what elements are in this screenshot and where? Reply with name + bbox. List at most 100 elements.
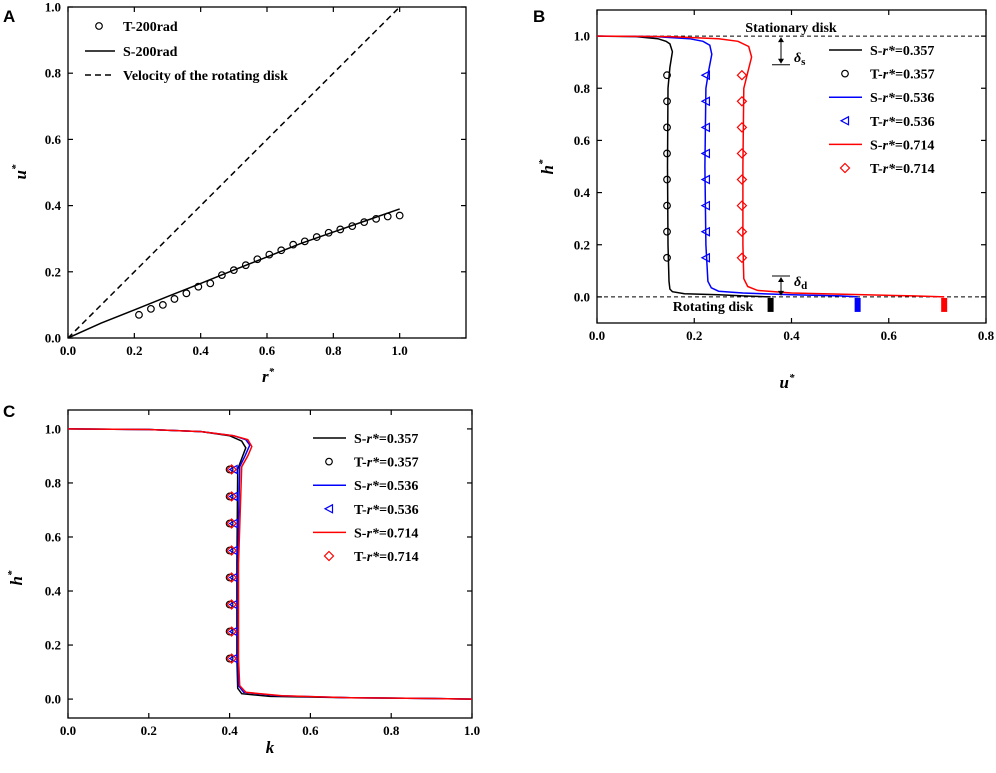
data-point-0 — [229, 266, 238, 275]
x-tick-label: 0.0 — [589, 328, 605, 343]
legend-marker — [839, 162, 851, 174]
data-point-1 — [663, 253, 671, 262]
legend-label-r: r* — [366, 432, 379, 447]
legend-label: T-200rad — [123, 20, 178, 35]
y-axis-label: h* — [537, 159, 557, 174]
data-point-5 — [736, 69, 748, 81]
y-tick-label: 0.4 — [574, 185, 591, 200]
data-point-5 — [736, 148, 748, 159]
series-line-0 — [597, 35, 771, 298]
x-tick-label: 0.4 — [783, 328, 800, 343]
y-tick-label: 1.0 — [45, 421, 61, 436]
data-point-5 — [226, 491, 237, 502]
legend-label: S-r*=0.536 — [870, 91, 934, 106]
legend-marker — [325, 457, 333, 466]
data-point-0 — [135, 310, 143, 319]
y-tick-label: 0.6 — [45, 132, 62, 147]
x-axis-label-main: r — [262, 367, 269, 386]
data-point-5 — [226, 518, 237, 529]
data-point-0 — [194, 282, 203, 291]
data-point-1 — [663, 123, 671, 132]
legend-label-b: =0.714 — [379, 550, 418, 565]
legend-label: T-r*=0.714 — [870, 162, 935, 177]
legend-label-a: S- — [870, 91, 883, 106]
data-point-5 — [736, 95, 748, 107]
data-point-5 — [736, 226, 748, 238]
delta-d-label: δd — [794, 275, 807, 292]
data-point-3 — [700, 200, 711, 211]
legend-label-r: r* — [366, 479, 379, 494]
disk-mark — [941, 297, 948, 312]
legend-label: S-r*=0.536 — [354, 479, 418, 494]
x-axis-label: r* — [262, 366, 275, 386]
legend-label-r: r* — [883, 162, 896, 177]
data-point-1 — [663, 149, 671, 158]
y-axis-label-star: * — [6, 570, 18, 576]
plot-area — [68, 428, 472, 700]
series-line-2 — [68, 7, 401, 338]
y-tick-label: 0.6 — [574, 133, 591, 148]
x-tick-label: 0.8 — [325, 343, 342, 358]
legend-label-b: =0.714 — [895, 138, 934, 153]
delta-d-symbol: δ — [794, 275, 801, 290]
y-tick-label: 0.0 — [574, 289, 590, 304]
legend-label-a: T- — [870, 68, 883, 83]
y-tick-label: 0.2 — [574, 237, 590, 252]
legend-label-a: T- — [354, 503, 367, 518]
x-tick-label: 0.0 — [60, 723, 76, 738]
x-tick-label: 0.6 — [259, 343, 276, 358]
legend-label-r: r* — [882, 91, 895, 106]
legend-label: S-r*=0.357 — [354, 432, 418, 447]
legend-label: T-r*=0.536 — [870, 115, 935, 130]
delta-s-symbol: δ — [794, 51, 801, 66]
data-point-5 — [736, 200, 748, 211]
legend-label-r: r* — [367, 550, 380, 565]
x-tick-label: 0.6 — [881, 328, 898, 343]
x-axis-label-main: k — [266, 738, 275, 757]
legend-label: T-r*=0.714 — [354, 550, 419, 565]
legend-label-a: T- — [354, 550, 367, 565]
x-tick-label: 0.8 — [978, 328, 995, 343]
legend-label: T-r*=0.357 — [354, 456, 419, 471]
y-axis-label: u* — [10, 164, 30, 179]
plot-area — [68, 7, 404, 338]
data-point-3 — [700, 252, 711, 263]
data-point-1 — [663, 175, 671, 184]
y-tick-label: 0.6 — [45, 529, 62, 544]
legend-label-a: T- — [354, 456, 367, 471]
data-point-3 — [700, 122, 711, 133]
data-point-5 — [226, 626, 237, 637]
data-point-0 — [170, 295, 179, 303]
legend-label-b: =0.357 — [379, 456, 418, 471]
y-tick-label: 0.8 — [574, 81, 591, 96]
y-tick-label: 0.4 — [45, 198, 62, 213]
series-line-1 — [68, 208, 400, 338]
delta-d-sub: d — [801, 280, 807, 292]
data-point-0 — [241, 261, 250, 270]
legend-label-b: =0.536 — [379, 479, 418, 494]
panel-label: B — [533, 7, 545, 26]
legend-label-b: =0.536 — [895, 115, 934, 130]
data-point-0 — [158, 301, 167, 309]
x-tick-label: 0.6 — [302, 723, 319, 738]
data-point-5 — [736, 122, 748, 133]
data-point-0 — [182, 289, 191, 298]
legend-label-r: r* — [882, 44, 895, 59]
legend-label: T-r*=0.357 — [870, 68, 935, 83]
x-tick-label: 0.0 — [60, 343, 76, 358]
data-point-5 — [226, 545, 237, 556]
legend-label-r: r* — [882, 138, 895, 153]
series-line-4 — [68, 428, 472, 700]
legend-label: S-200rad — [123, 45, 178, 60]
legend-label-b: =0.714 — [895, 162, 934, 177]
legend-label-b: =0.357 — [379, 432, 418, 447]
y-axis-label-star: * — [10, 164, 22, 170]
data-point-5 — [226, 599, 237, 610]
y-tick-label: 0.8 — [45, 66, 62, 81]
panel-label: C — [3, 402, 15, 421]
data-point-1 — [663, 227, 671, 236]
legend-marker — [839, 115, 850, 126]
x-axis-label-main: u — [780, 373, 789, 392]
x-tick-label: 0.2 — [126, 343, 142, 358]
y-tick-label: 1.0 — [574, 29, 590, 44]
